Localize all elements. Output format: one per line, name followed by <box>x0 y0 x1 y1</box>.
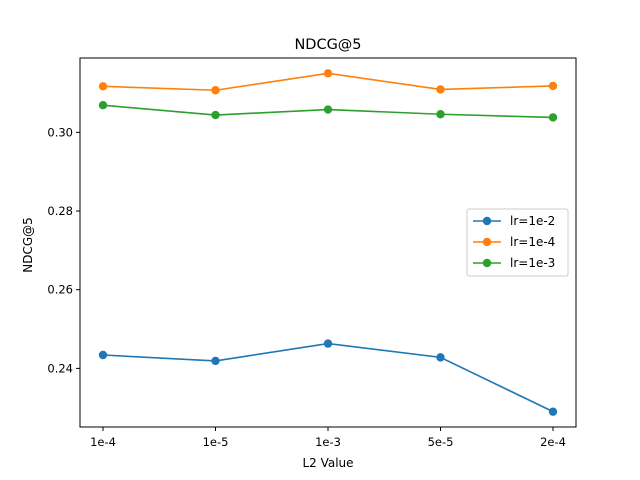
legend-swatch-marker <box>482 216 492 226</box>
legend-swatch-marker <box>482 237 492 247</box>
y-tick-label: 0.30 <box>47 125 73 139</box>
data-point <box>211 356 220 366</box>
data-point <box>98 82 108 91</box>
plot-area: 1e-4 1e-5 1e-3 5e-5 2e-4 0.24 0.26 0.28 0.30 <box>47 57 577 449</box>
data-point <box>548 81 558 91</box>
y-tick-label: 0.28 <box>47 204 73 218</box>
x-tick-label: 5e-5 <box>428 435 454 449</box>
y-tick-label: 0.26 <box>47 283 73 297</box>
legend-box <box>466 208 569 277</box>
data-point <box>548 113 558 122</box>
x-tick-label: 1e-4 <box>90 435 116 449</box>
legend-label: lr=1e-2 <box>510 214 555 228</box>
x-axis-label: L2 Value <box>302 456 353 470</box>
data-point <box>98 350 108 360</box>
y-axis-label: NDCG@5 <box>21 217 35 273</box>
data-point <box>323 69 333 78</box>
data-point <box>98 101 108 110</box>
data-point <box>211 86 220 95</box>
legend-label: lr=1e-3 <box>510 256 555 270</box>
data-point <box>436 85 445 94</box>
data-point <box>548 407 558 416</box>
legend-label: lr=1e-4 <box>510 235 555 249</box>
data-point <box>323 105 333 114</box>
data-point <box>211 110 220 120</box>
x-tick-label: 2e-4 <box>540 435 566 449</box>
x-tick-label: 1e-5 <box>203 435 229 449</box>
data-point <box>323 339 333 348</box>
legend: lr=1e-2 lr=1e-4 lr=1e-3 <box>466 208 569 277</box>
x-tick-label: 1e-3 <box>315 435 341 449</box>
chart-title: NDCG@5 <box>294 37 361 53</box>
data-point <box>436 353 445 362</box>
legend-swatch-marker <box>482 258 492 268</box>
y-tick-label: 0.24 <box>47 361 73 375</box>
data-point <box>436 110 445 119</box>
